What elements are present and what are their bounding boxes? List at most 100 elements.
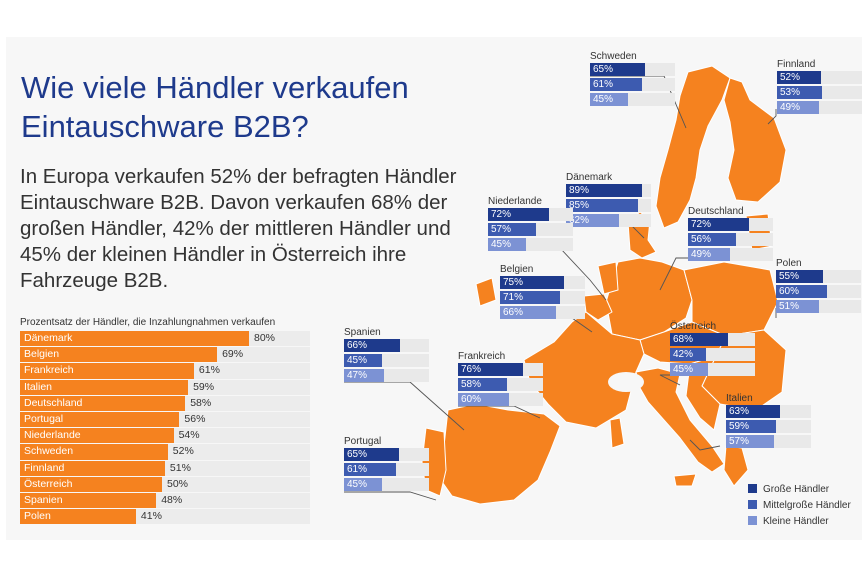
bar-label: Polen <box>24 510 51 523</box>
bar <box>20 379 189 395</box>
country-bar <box>344 448 400 461</box>
country-bar-value: 45% <box>347 479 368 490</box>
bar-value: 56% <box>184 412 206 425</box>
bar <box>20 460 165 476</box>
country-chart: Belgien 75% 71% 66% <box>500 263 590 321</box>
country-bar <box>688 233 736 246</box>
country-chart: Italien 63% 59% 57% <box>726 392 816 450</box>
bar-label: Belgien <box>24 348 60 361</box>
bar-row: Finnland 51% <box>20 460 310 476</box>
bar <box>20 331 249 347</box>
country-bar-row: 63% <box>726 405 811 418</box>
country-bar-value: 42% <box>673 349 694 360</box>
country-bar-row: 55% <box>776 270 861 283</box>
bar-value: 59% <box>193 380 215 393</box>
country-name: Niederlande <box>488 196 542 207</box>
country-bar-value: 75% <box>503 277 524 288</box>
bar <box>20 492 157 509</box>
map-italien <box>635 367 725 473</box>
country-bar-value: 72% <box>691 219 712 230</box>
legend-swatch <box>748 500 757 509</box>
bar <box>20 509 136 525</box>
bar-row: Belgien 69% <box>20 347 310 363</box>
country-bar <box>500 291 561 304</box>
country-name: Spanien <box>344 327 381 338</box>
bar-label: Finnland <box>24 461 65 474</box>
country-bar <box>777 86 823 99</box>
bar-chart: Dänemark 80% Belgien 69% Frankreich 61% Italie… <box>20 331 310 525</box>
country-chart: Österreich 68% 42% 45% <box>670 320 760 378</box>
country-bar-row: 49% <box>777 101 862 114</box>
country-bar-value: 76% <box>461 364 482 375</box>
country-chart: Finnland 52% 53% 49% <box>777 58 867 116</box>
map-finnland <box>723 77 787 203</box>
country-bar-value: 47% <box>347 370 368 381</box>
country-bar <box>670 333 728 346</box>
country-bar-value: 66% <box>347 340 368 351</box>
country-bar-row: 45% <box>590 93 675 106</box>
country-bar <box>344 478 383 491</box>
bar-value: 69% <box>222 348 244 361</box>
country-chart: Schweden 65% 61% 45% <box>590 50 680 108</box>
country-bar-value: 89% <box>569 185 590 196</box>
country-bar-row: 66% <box>344 339 429 352</box>
country-bar-value: 59% <box>729 421 750 432</box>
country-bar-value: 65% <box>593 64 614 75</box>
country-chart: Frankreich 76% 58% 60% <box>458 350 548 408</box>
bar-label: Spanien <box>24 493 63 506</box>
bar-label: Schweden <box>24 445 74 458</box>
country-bar-value: 60% <box>461 394 482 405</box>
country-bar-value: 58% <box>461 379 482 390</box>
bar-label: Italien <box>24 380 53 393</box>
country-bar <box>488 238 527 251</box>
country-bar <box>458 363 523 376</box>
country-bar-row: 58% <box>458 378 543 391</box>
country-chart: Deutschland 72% 56% 49% <box>688 205 778 263</box>
country-name: Österreich <box>670 321 717 332</box>
country-bar <box>344 463 396 476</box>
country-bar-row: 76% <box>458 363 543 376</box>
country-bar-value: 45% <box>491 239 512 250</box>
country-bar <box>488 208 550 221</box>
map-niederlande <box>597 261 619 295</box>
country-bar <box>688 248 730 261</box>
country-bar-value: 68% <box>673 334 694 345</box>
bar-row: Frankreich 61% <box>20 363 310 379</box>
country-bar <box>776 270 823 283</box>
bar <box>20 411 180 428</box>
country-name: Polen <box>776 258 802 269</box>
bar-value: 51% <box>169 461 191 474</box>
bar-row: Niederlande 54% <box>20 428 310 444</box>
country-bar-row: 45% <box>344 478 429 491</box>
bar <box>20 444 168 460</box>
bar <box>20 395 186 411</box>
bar <box>20 476 162 492</box>
country-bar <box>776 300 820 313</box>
bar-row: Italien 59% <box>20 379 310 395</box>
bar-label: Deutschland <box>24 396 83 409</box>
country-bar-value: 55% <box>779 271 800 282</box>
country-bar-row: 59% <box>726 420 811 433</box>
country-bar-value: 56% <box>691 234 712 245</box>
country-bar-row: 45% <box>670 363 755 376</box>
country-chart: Spanien 66% 45% 47% <box>344 326 434 384</box>
legend-swatch <box>748 484 757 493</box>
bar-chart-title: Prozentsatz der Händler, die Inzahlungna… <box>20 317 276 328</box>
country-bar <box>500 276 564 289</box>
country-bar-row: 45% <box>344 354 429 367</box>
bar-row: Österreich 50% <box>20 476 310 492</box>
bar <box>20 428 174 444</box>
country-bar <box>777 101 819 114</box>
country-bar <box>670 348 706 361</box>
country-bar-row: 62% <box>566 214 651 227</box>
country-bar-row: 51% <box>776 300 861 313</box>
country-bar-value: 62% <box>569 215 590 226</box>
country-bar-row: 71% <box>500 291 585 304</box>
bar-value: 61% <box>198 364 220 377</box>
country-bar-value: 52% <box>780 72 801 83</box>
country-bar-row: 75% <box>500 276 585 289</box>
country-bar-row: 52% <box>777 71 862 84</box>
country-bar <box>458 393 509 406</box>
country-name: Frankreich <box>458 351 506 362</box>
country-bar <box>488 223 537 236</box>
